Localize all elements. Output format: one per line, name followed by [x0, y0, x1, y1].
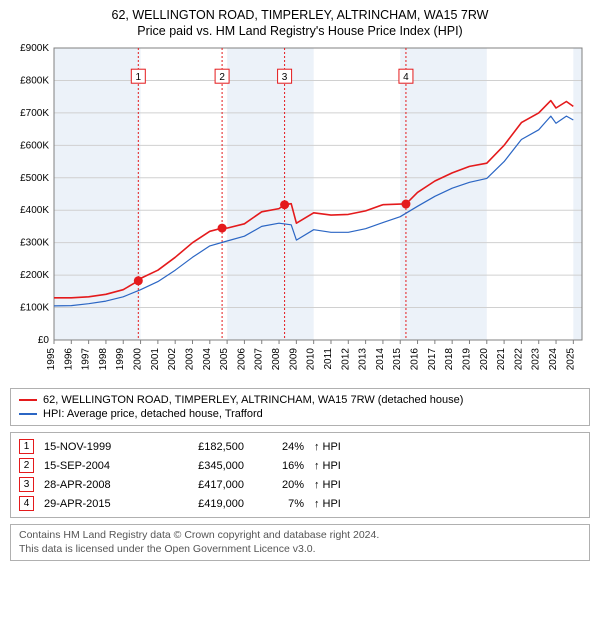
transaction-marker-box: 1	[19, 439, 34, 454]
svg-text:2011: 2011	[323, 348, 334, 370]
transaction-row: 1 15-NOV-1999 £182,500 24% ↑HPI	[19, 437, 581, 456]
transaction-pct: 16%	[254, 460, 304, 472]
svg-text:2017: 2017	[427, 348, 438, 371]
svg-text:2024: 2024	[548, 348, 559, 371]
svg-text:2009: 2009	[288, 348, 299, 371]
transaction-date: 29-APR-2015	[44, 498, 154, 510]
transaction-hpi-label: HPI	[323, 460, 341, 472]
svg-text:1996: 1996	[63, 348, 74, 371]
transaction-pct: 24%	[254, 441, 304, 453]
svg-text:2020: 2020	[479, 348, 490, 371]
svg-text:4: 4	[403, 72, 409, 83]
svg-text:2025: 2025	[565, 348, 576, 371]
transaction-hpi: ↑HPI	[314, 460, 341, 472]
svg-text:1995: 1995	[46, 348, 57, 371]
svg-text:£900K: £900K	[20, 43, 49, 54]
svg-text:1999: 1999	[115, 348, 126, 371]
legend-swatch	[19, 399, 37, 401]
arrow-up-icon: ↑	[314, 498, 320, 510]
transaction-row: 2 15-SEP-2004 £345,000 16% ↑HPI	[19, 456, 581, 475]
transactions-box: 115-NOV-1999£182,50024%↑HPI215-SEP-2004£…	[10, 432, 590, 518]
svg-text:£400K: £400K	[20, 205, 49, 216]
chart-subtitle: Price paid vs. HM Land Registry's House …	[10, 24, 590, 38]
chart-title: 62, WELLINGTON ROAD, TIMPERLEY, ALTRINCH…	[10, 8, 590, 22]
transaction-price: £182,500	[164, 441, 244, 453]
transaction-hpi-label: HPI	[323, 441, 341, 453]
svg-text:2001: 2001	[150, 348, 161, 371]
svg-text:2012: 2012	[340, 348, 351, 371]
svg-text:2006: 2006	[236, 348, 247, 371]
transaction-row: 4 29-APR-2015 £419,000 7% ↑HPI	[19, 494, 581, 513]
chart-title-block: 62, WELLINGTON ROAD, TIMPERLEY, ALTRINCH…	[10, 8, 590, 38]
transaction-row: 3 28-APR-2008 £417,000 20% ↑HPI	[19, 475, 581, 494]
legend-box: 62, WELLINGTON ROAD, TIMPERLEY, ALTRINCH…	[10, 388, 590, 426]
svg-text:£600K: £600K	[20, 140, 49, 151]
transaction-hpi-label: HPI	[323, 479, 341, 491]
legend-row: 62, WELLINGTON ROAD, TIMPERLEY, ALTRINCH…	[19, 393, 581, 407]
svg-text:2004: 2004	[202, 348, 213, 371]
transaction-hpi: ↑HPI	[314, 441, 341, 453]
transaction-marker-box: 2	[19, 458, 34, 473]
svg-text:2018: 2018	[444, 348, 455, 371]
transaction-date: 15-SEP-2004	[44, 460, 154, 472]
transaction-price: £419,000	[164, 498, 244, 510]
svg-text:£500K: £500K	[20, 173, 49, 184]
svg-text:2008: 2008	[271, 348, 282, 371]
svg-text:£100K: £100K	[20, 303, 49, 314]
svg-text:2010: 2010	[306, 348, 317, 371]
transaction-date: 28-APR-2008	[44, 479, 154, 491]
legend-swatch	[19, 413, 37, 415]
svg-text:1: 1	[136, 72, 142, 83]
svg-text:£200K: £200K	[20, 270, 49, 281]
credit-line-1: Contains HM Land Registry data © Crown c…	[19, 529, 581, 543]
svg-text:2013: 2013	[358, 348, 369, 371]
transaction-pct: 7%	[254, 498, 304, 510]
legend-row: HPI: Average price, detached house, Traf…	[19, 407, 581, 421]
svg-text:2022: 2022	[513, 348, 524, 371]
transaction-marker-box: 4	[19, 496, 34, 511]
arrow-up-icon: ↑	[314, 460, 320, 472]
transaction-hpi: ↑HPI	[314, 498, 341, 510]
legend-label: 62, WELLINGTON ROAD, TIMPERLEY, ALTRINCH…	[43, 394, 463, 406]
svg-text:2014: 2014	[375, 348, 386, 371]
price-chart: £0 £100K £200K £300K £400K £500K £600K £700K £80…	[10, 42, 590, 382]
svg-text:2015: 2015	[392, 348, 403, 371]
svg-text:2019: 2019	[461, 348, 472, 371]
svg-text:2023: 2023	[531, 348, 542, 371]
svg-text:2016: 2016	[410, 348, 421, 371]
svg-text:2007: 2007	[254, 348, 265, 371]
svg-text:2005: 2005	[219, 348, 230, 371]
credits-box: Contains HM Land Registry data © Crown c…	[10, 524, 590, 561]
transaction-date: 15-NOV-1999	[44, 441, 154, 453]
arrow-up-icon: ↑	[314, 441, 320, 453]
transaction-hpi-label: HPI	[323, 498, 341, 510]
svg-text:3: 3	[282, 72, 288, 83]
svg-text:2003: 2003	[184, 348, 195, 371]
svg-text:1997: 1997	[81, 348, 92, 371]
svg-text:£700K: £700K	[20, 108, 49, 119]
transaction-price: £417,000	[164, 479, 244, 491]
transaction-pct: 20%	[254, 479, 304, 491]
svg-text:£800K: £800K	[20, 75, 49, 86]
svg-text:2021: 2021	[496, 348, 507, 371]
svg-text:1998: 1998	[98, 348, 109, 371]
transaction-price: £345,000	[164, 460, 244, 472]
legend-label: HPI: Average price, detached house, Traf…	[43, 408, 263, 420]
svg-text:£0: £0	[38, 335, 50, 346]
transaction-hpi: ↑HPI	[314, 479, 341, 491]
svg-text:2002: 2002	[167, 348, 178, 371]
credit-line-2: This data is licensed under the Open Gov…	[19, 543, 581, 557]
transaction-marker-box: 3	[19, 477, 34, 492]
svg-text:£300K: £300K	[20, 238, 49, 249]
svg-text:2: 2	[219, 72, 225, 83]
arrow-up-icon: ↑	[314, 479, 320, 491]
svg-text:2000: 2000	[133, 348, 144, 371]
